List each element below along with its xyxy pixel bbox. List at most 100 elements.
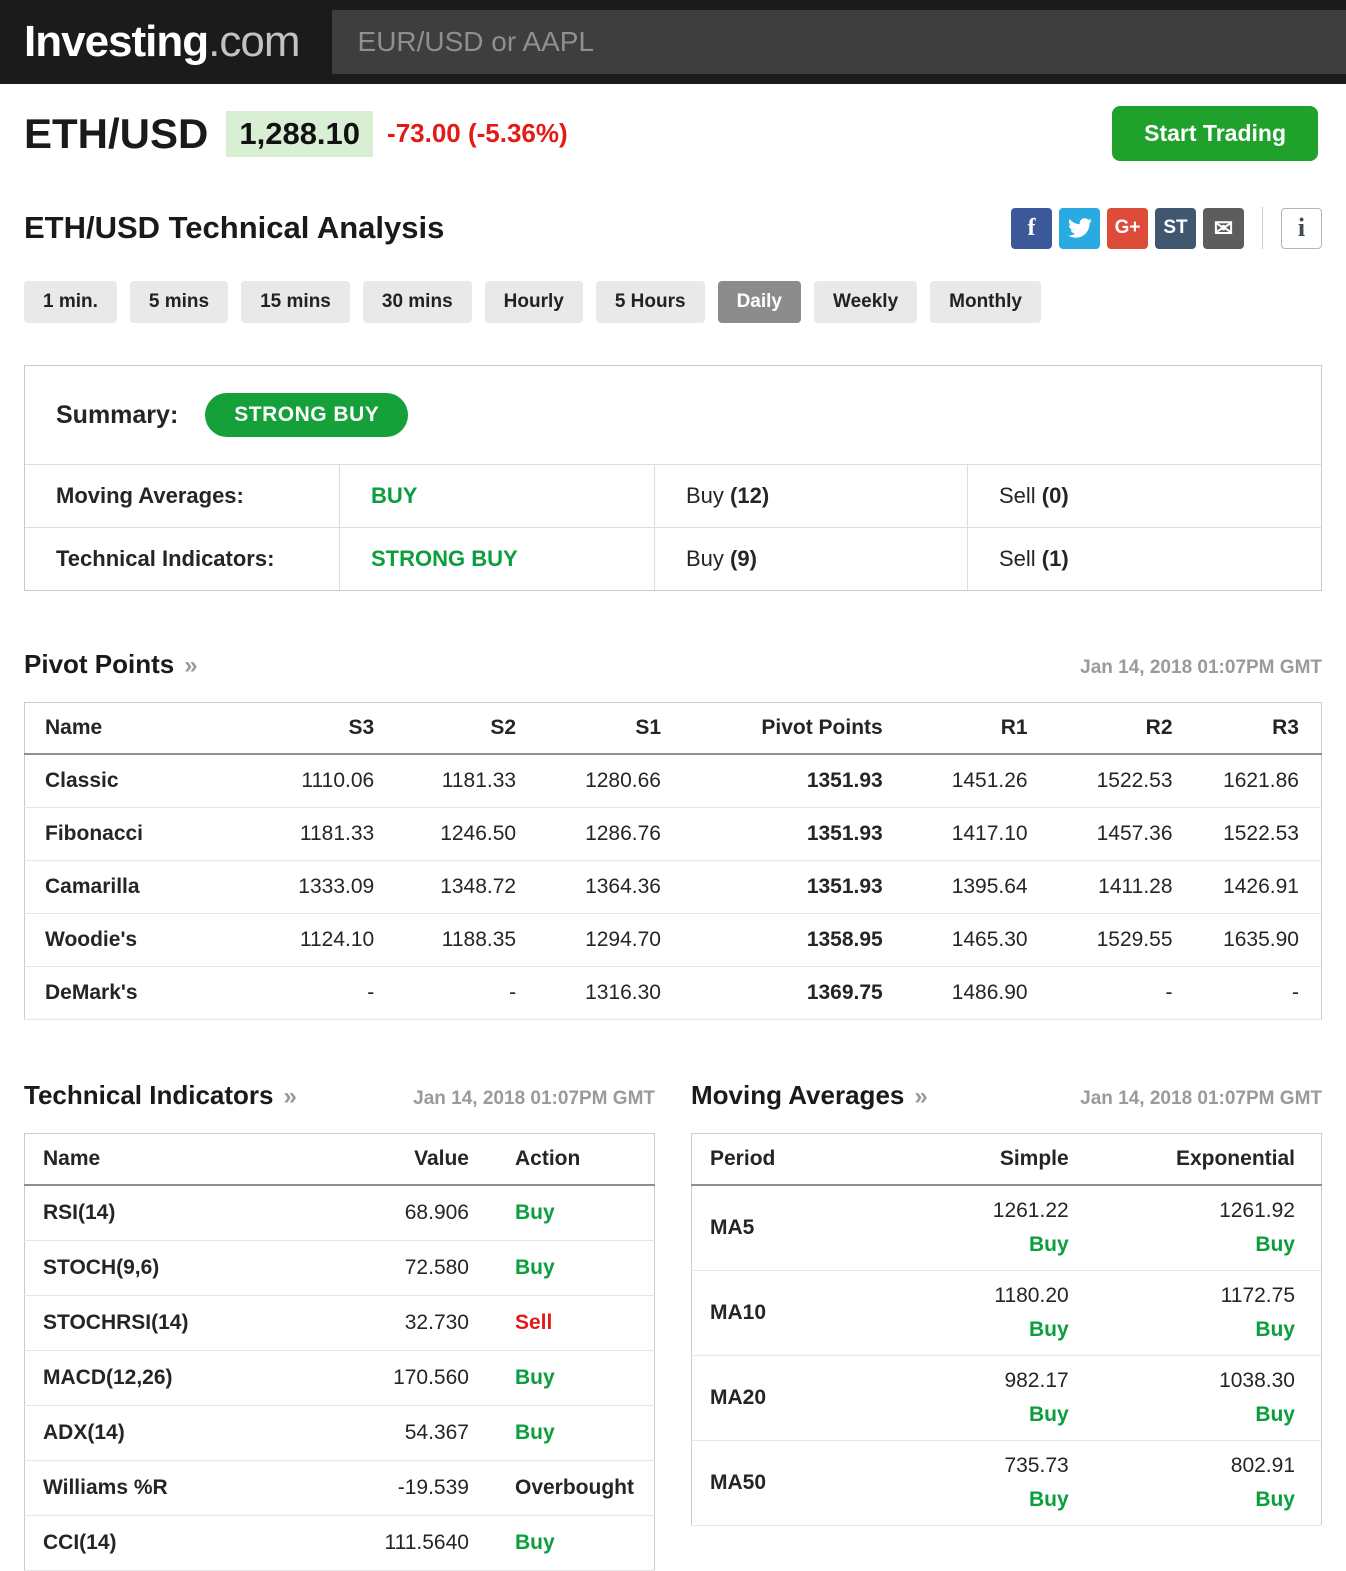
price-change: -73.00 (-5.36%) [387,118,568,148]
indicator-action: Buy [496,1515,655,1571]
stocktwits-share-icon[interactable]: ST [1155,207,1196,249]
sell-count: (0) [1041,483,1069,508]
indicator-action: Buy [496,1240,655,1296]
summary-row-technical-indicators: Technical Indicators: STRONG BUY Buy (9)… [25,527,1321,590]
google-plus-share-icon[interactable]: G+ [1107,207,1148,249]
tab-monthly[interactable]: Monthly [930,281,1041,323]
column-header: S2 [396,702,539,755]
tab-15mins[interactable]: 15 mins [241,281,350,323]
summary-sell-count: Sell (0) [968,465,1321,527]
cell-s1: 1280.66 [538,754,683,808]
search-box [331,10,1346,74]
ma-exponential-cell: 1038.30 Buy [1094,1355,1322,1441]
column-header: Period [691,1133,868,1186]
cell-s2: 1181.33 [396,754,539,808]
pivot-points-title: Pivot Points [24,649,175,679]
summary-row-label: Technical Indicators: [25,528,340,590]
row-name: Classic [24,754,255,808]
table-row: ADX(14) 54.367 Buy [24,1405,655,1461]
technical-indicators-header: Technical Indicators » Jan 14, 2018 01:0… [24,1080,655,1111]
tab-1min[interactable]: 1 min. [24,281,117,323]
row-name: DeMark's [24,966,255,1020]
summary-signal-badge: STRONG BUY [205,393,409,437]
indicator-action: Buy [496,1405,655,1461]
cell-pivot: 1358.95 [683,913,905,967]
top-navigation-bar: Investing.com [0,0,1346,84]
indicator-value: 68.906 [320,1185,497,1241]
cell-r1: 1486.90 [904,966,1050,1020]
cell-r3: 1621.86 [1194,754,1322,808]
ma-simple-value: 1180.20 [994,1284,1069,1307]
cell-s1: 1286.76 [538,807,683,861]
table-header-row: Name Value Action [24,1133,655,1186]
page-title: ETH/USD Technical Analysis [24,210,445,245]
cell-s3: 1110.06 [254,754,397,808]
table-row: Woodie's 1124.10 1188.35 1294.70 1358.95… [24,913,1322,967]
tab-5mins[interactable]: 5 mins [129,281,229,323]
ma-simple-value: 735.73 [1004,1454,1069,1477]
technical-indicators-more-icon: » [283,1083,297,1110]
indicator-name: STOCHRSI(14) [24,1295,321,1351]
cell-s3: 1124.10 [254,913,397,967]
indicator-name: RSI(14) [24,1185,321,1241]
sell-label: Sell [999,483,1042,508]
ma-exponential-action: Buy [1255,1318,1295,1341]
moving-averages-more-icon: » [914,1083,928,1110]
ma-period: MA20 [691,1355,868,1441]
bottom-two-column-section: Technical Indicators » Jan 14, 2018 01:0… [24,1080,1322,1571]
ma-simple-cell: 1180.20 Buy [867,1270,1095,1356]
indicator-value: 111.5640 [320,1515,497,1571]
info-icon[interactable]: i [1281,207,1322,249]
timeframe-tabs: 1 min. 5 mins 15 mins 30 mins Hourly 5 H… [24,281,1322,323]
twitter-share-icon[interactable] [1059,207,1100,249]
cell-r2: - [1049,966,1195,1020]
indicator-name: CCI(14) [24,1515,321,1571]
tab-weekly[interactable]: Weekly [814,281,918,323]
tab-5hours[interactable]: 5 Hours [595,281,705,323]
start-trading-button[interactable]: Start Trading [1112,106,1318,161]
ma-simple-action: Buy [1029,1488,1069,1511]
table-row: MACD(12,26) 170.560 Buy [24,1350,655,1406]
tab-hourly[interactable]: Hourly [484,281,583,323]
summary-sell-count: Sell (1) [968,528,1321,590]
pivot-points-more-icon: » [184,652,198,679]
cell-r1: 1451.26 [904,754,1050,808]
column-header: R2 [1049,702,1195,755]
cell-s2: 1188.35 [396,913,539,967]
ma-simple-action: Buy [1029,1233,1069,1256]
pivot-points-link[interactable]: Pivot Points » [24,649,198,680]
buy-count: (9) [730,546,757,571]
table-row: DeMark's - - 1316.30 1369.75 1486.90 - - [24,966,1322,1020]
tab-30mins[interactable]: 30 mins [362,281,472,323]
investing-logo[interactable]: Investing.com [24,17,301,67]
column-header: Action [496,1133,655,1186]
moving-averages-link[interactable]: Moving Averages » [691,1080,928,1111]
facebook-share-icon[interactable]: f [1011,207,1052,249]
logo-text-main: Investing [24,17,209,66]
ma-simple-value: 1261.22 [992,1199,1069,1222]
table-row: MA20 982.17 Buy 1038.30 Buy [691,1355,1322,1441]
table-row: MA5 1261.22 Buy 1261.92 Buy [691,1185,1322,1271]
ma-simple-cell: 735.73 Buy [867,1440,1095,1526]
buy-label: Buy [686,483,731,508]
column-header: Exponential [1094,1133,1322,1186]
tab-daily[interactable]: Daily [717,281,801,323]
ma-simple-cell: 1261.22 Buy [867,1185,1095,1271]
ma-exponential-value: 1172.75 [1220,1284,1295,1307]
last-price: 1,288.10 [226,110,374,157]
email-share-icon[interactable]: ✉ [1203,207,1244,249]
ma-exponential-cell: 1172.75 Buy [1094,1270,1322,1356]
technical-indicators-link[interactable]: Technical Indicators » [24,1080,297,1111]
summary-row-signal: STRONG BUY [340,528,655,590]
analysis-title-row: ETH/USD Technical Analysis f G+ ST ✉ i [24,207,1322,249]
summary-row-signal: BUY [340,465,655,527]
row-name: Woodie's [24,913,255,967]
column-header: S3 [254,702,397,755]
table-row: STOCH(9,6) 72.580 Buy [24,1240,655,1296]
search-input[interactable] [357,26,1307,58]
indicator-name: MACD(12,26) [24,1350,321,1406]
logo-text-suffix: .com [208,17,300,66]
ma-exponential-action: Buy [1255,1488,1295,1511]
ma-simple-value: 982.17 [1004,1369,1069,1392]
table-row: Classic 1110.06 1181.33 1280.66 1351.93 … [24,754,1322,808]
